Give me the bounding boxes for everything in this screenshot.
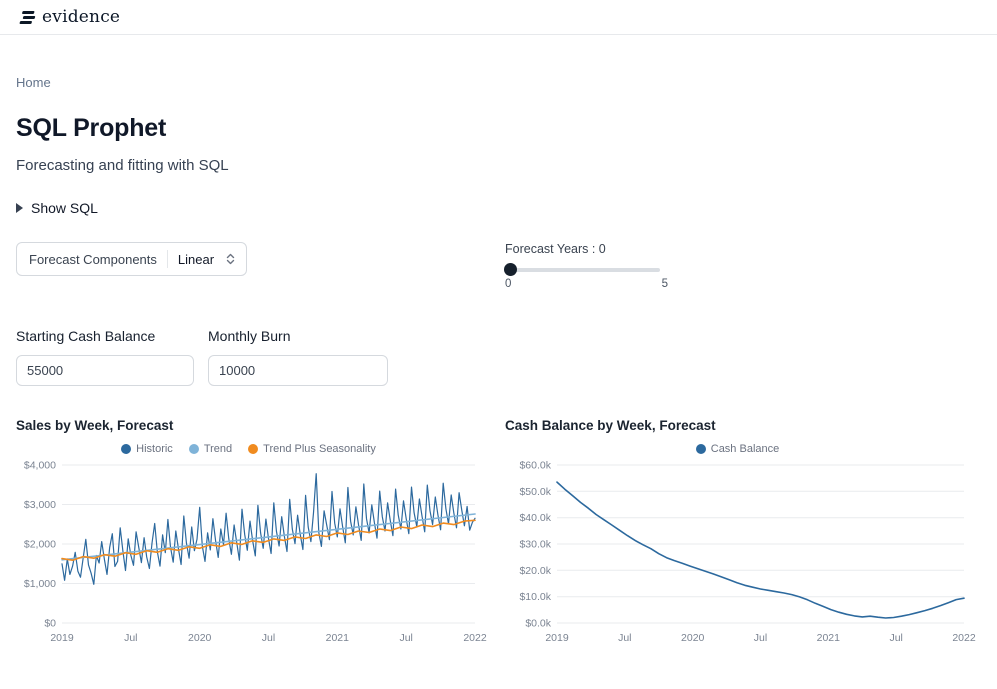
starting-cash-balance-input[interactable] bbox=[16, 355, 194, 386]
legend-dot-icon bbox=[188, 444, 199, 454]
forecast-components-value: Linear bbox=[177, 251, 215, 267]
x-tick-label: Jul bbox=[889, 632, 902, 644]
x-tick-label: 2021 bbox=[817, 632, 841, 644]
series-line-trend-plus-seasonality bbox=[61, 519, 476, 561]
x-tick-label: 2021 bbox=[326, 632, 350, 644]
forecast-years-label: Forecast Years : 0 bbox=[505, 242, 606, 256]
x-tick-label: Jul bbox=[399, 632, 412, 644]
legend-label: Historic bbox=[136, 443, 173, 455]
slider-min-label: 0 bbox=[505, 278, 512, 290]
x-tick-label: 2022 bbox=[463, 632, 487, 644]
evidence-logo-icon bbox=[19, 10, 36, 24]
forecast-components-dropdown[interactable]: Forecast Components Linear bbox=[16, 242, 248, 276]
legend-dot-icon bbox=[121, 444, 132, 454]
show-sql-toggle[interactable]: Show SQL bbox=[16, 200, 98, 216]
starting-cash-balance-label: Starting Cash Balance bbox=[16, 328, 156, 344]
x-tick-label: 2019 bbox=[50, 632, 74, 644]
sales-by-week-chart: Sales by Week, Forecast Historic Trend Tre… bbox=[16, 418, 487, 649]
y-tick-label: $2,000 bbox=[24, 539, 56, 551]
forecast-years-control: Forecast Years : 0 0 5 bbox=[504, 242, 670, 290]
slider-max-label: 5 bbox=[661, 278, 668, 290]
chart-title: Cash Balance by Week, Forecast bbox=[505, 418, 716, 433]
y-tick-label: $1,000 bbox=[24, 578, 56, 590]
monthly-burn-label: Monthly Burn bbox=[208, 328, 291, 344]
y-tick-label: $3,000 bbox=[24, 499, 56, 511]
forecast-years-slider-track[interactable] bbox=[504, 263, 660, 276]
monthly-burn-field: Monthly Burn bbox=[208, 328, 388, 386]
y-tick-label: $60.0k bbox=[519, 460, 551, 472]
sales-by-week-plot[interactable]: $0 $1,000 $2,000 $3,000 $4,000 2019 Jul 2020 Jul… bbox=[16, 457, 487, 649]
series-line-historic bbox=[61, 473, 476, 585]
series-line-cash-balance bbox=[556, 481, 965, 619]
monthly-burn-input[interactable] bbox=[208, 355, 388, 386]
evidence-logo[interactable]: evidence bbox=[19, 7, 121, 27]
x-tick-label: 2022 bbox=[952, 632, 976, 644]
x-tick-label: Jul bbox=[754, 632, 767, 644]
slider-scale: 0 5 bbox=[505, 278, 668, 290]
legend-item-trend[interactable]: Trend bbox=[188, 443, 233, 455]
cash-balance-by-week-plot[interactable]: $0.0k $10.0k $20.0k $30.0k $40.0k $50.0k $60.0… bbox=[505, 457, 975, 649]
logo-text: evidence bbox=[42, 7, 121, 27]
disclosure-triangle-icon bbox=[16, 203, 23, 213]
chart-legend: Historic Trend Trend Plus Seasonality bbox=[16, 443, 481, 455]
legend-dot-icon bbox=[695, 444, 706, 454]
x-tick-label: Jul bbox=[262, 632, 275, 644]
y-tick-label: $40.0k bbox=[519, 512, 551, 524]
inputs-row: Starting Cash Balance Monthly Burn bbox=[16, 328, 970, 386]
series-line-trend bbox=[61, 513, 476, 561]
x-tick-label: Jul bbox=[124, 632, 137, 644]
starting-cash-balance-field: Starting Cash Balance bbox=[16, 328, 194, 386]
x-tick-label: Jul bbox=[618, 632, 631, 644]
chart-legend: Cash Balance bbox=[505, 443, 970, 455]
y-tick-label: $10.0k bbox=[519, 591, 551, 603]
legend-label: Trend Plus Seasonality bbox=[263, 443, 376, 455]
x-tick-label: 2020 bbox=[188, 632, 212, 644]
forecast-components-label: Forecast Components bbox=[29, 251, 157, 267]
controls-row: Forecast Components Linear Forecast Year… bbox=[16, 242, 970, 290]
y-tick-label: $0.0k bbox=[525, 618, 551, 630]
legend-item-cash-balance[interactable]: Cash Balance bbox=[695, 443, 780, 455]
y-tick-label: $4,000 bbox=[24, 460, 56, 472]
cash-balance-by-week-chart: Cash Balance by Week, Forecast Cash Bala… bbox=[505, 418, 976, 649]
breadcrumb-home-link[interactable]: Home bbox=[16, 75, 51, 90]
legend-dot-icon bbox=[248, 444, 259, 454]
x-tick-label: 2020 bbox=[681, 632, 705, 644]
y-tick-label: $50.0k bbox=[519, 486, 551, 498]
y-tick-label: $20.0k bbox=[519, 565, 551, 577]
charts-row: Sales by Week, Forecast Historic Trend Tre… bbox=[16, 418, 976, 649]
page-content: Home SQL Prophet Forecasting and fitting… bbox=[16, 75, 976, 689]
x-tick-label: 2019 bbox=[545, 632, 569, 644]
y-tick-label: $30.0k bbox=[519, 539, 551, 551]
dropdown-divider bbox=[166, 250, 168, 268]
legend-label: Cash Balance bbox=[710, 443, 780, 455]
chevron-up-down-icon bbox=[226, 253, 235, 265]
chart-title: Sales by Week, Forecast bbox=[16, 418, 174, 433]
y-tick-label: $0 bbox=[44, 618, 56, 630]
forecast-years-slider-thumb[interactable] bbox=[504, 263, 517, 276]
show-sql-label: Show SQL bbox=[31, 200, 98, 216]
page-title: SQL Prophet bbox=[16, 114, 167, 142]
legend-item-trend-plus-seasonality[interactable]: Trend Plus Seasonality bbox=[248, 443, 376, 455]
legend-item-historic[interactable]: Historic bbox=[121, 443, 173, 455]
page-subtitle: Forecasting and fitting with SQL bbox=[16, 157, 229, 174]
app-header: evidence bbox=[0, 0, 997, 35]
legend-label: Trend bbox=[203, 443, 233, 455]
